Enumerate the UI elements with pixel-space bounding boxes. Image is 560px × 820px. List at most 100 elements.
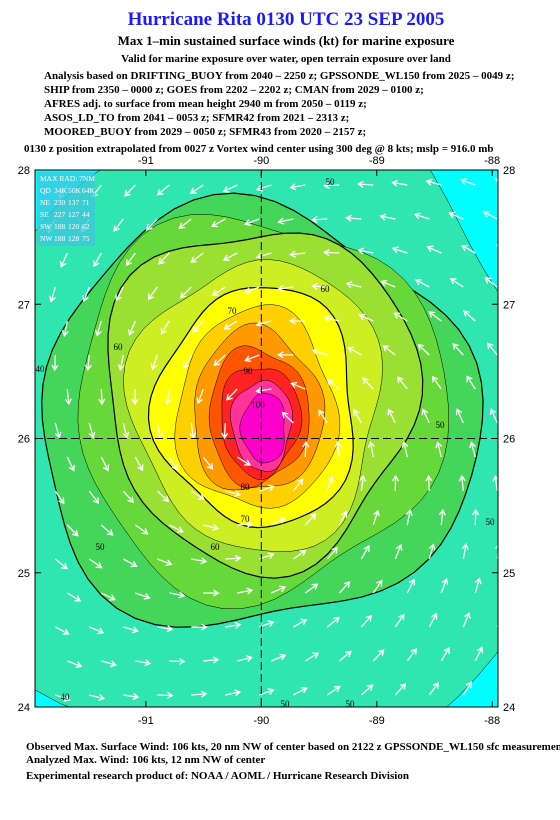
wind-arrow: [101, 660, 117, 668]
contour-label: 90: [244, 366, 254, 376]
wind-arrow: [338, 581, 351, 594]
wind-arrow: [353, 408, 362, 424]
contour-label: 50: [346, 699, 356, 709]
wind-arrow: [255, 387, 272, 395]
wind-arrow: [428, 681, 440, 696]
wind-arrow: [98, 388, 106, 406]
analysis-line: MOORED_BUOY from 2029 – 0050 z; SFMR43 f…: [44, 126, 366, 138]
wind-arrow: [54, 422, 62, 439]
wind-arrow: [326, 546, 339, 560]
radii-cell: 188: [54, 234, 66, 243]
wind-arrow: [345, 214, 362, 222]
wind-arrow: [59, 252, 68, 268]
wind-arrow: [211, 286, 226, 296]
wind-arrow: [88, 422, 96, 439]
y-tick-label: 28: [18, 165, 30, 177]
contour-label: 100: [251, 400, 265, 410]
x-tick-label: -89: [369, 715, 385, 727]
wind-arrow: [55, 694, 71, 702]
wind-arrow: [394, 682, 407, 696]
wind-arrow: [211, 218, 226, 228]
wind-arrow: [237, 587, 254, 595]
wind-arrow: [362, 377, 374, 390]
wind-arrow: [145, 218, 158, 231]
wind-arrow: [474, 646, 484, 662]
wind-arrow: [360, 684, 374, 696]
wind-arrow: [189, 184, 204, 194]
contour-label: 40: [61, 692, 71, 702]
wind-arrow: [391, 179, 408, 187]
wind-arrow: [428, 543, 436, 560]
wind-arrow: [463, 310, 476, 322]
wind-arrow: [203, 589, 220, 597]
wind-arrow: [259, 688, 275, 696]
wind-arrow: [192, 320, 204, 333]
radii-cell: 120: [68, 222, 80, 231]
wind-arrow: [191, 690, 208, 698]
wind-arrow: [292, 687, 308, 696]
wind-arrow: [323, 248, 340, 257]
radii-cell: NE: [40, 198, 50, 207]
y-tick-label: 25: [503, 568, 515, 580]
wind-arrow: [311, 282, 328, 290]
wind-arrow: [425, 178, 442, 186]
wind-arrow: [93, 252, 102, 268]
contour-label: 50: [326, 177, 336, 187]
analysis-line: AFRES adj. to surface from mean height 2…: [44, 98, 367, 110]
wind-arrow: [292, 618, 308, 628]
wind-arrow: [122, 558, 138, 568]
wind-arrow: [290, 381, 306, 390]
wind-arrow: [497, 309, 498, 311]
valid-note: Valid for marine exposure over water, op…: [121, 53, 451, 65]
radii-cell: 62: [82, 222, 90, 231]
wind-arrow: [88, 490, 100, 504]
wind-arrow: [84, 354, 92, 372]
wind-arrow: [51, 354, 59, 372]
wind-arrow: [127, 320, 136, 336]
wind-arrow: [311, 216, 328, 224]
wind-arrow: [440, 577, 449, 594]
credit: Experimental research product of: NOAA /…: [26, 770, 409, 782]
wind-arrow: [223, 320, 238, 330]
wind-arrow: [292, 478, 304, 492]
wind-arrow: [345, 281, 362, 289]
wind-arrow: [372, 579, 383, 594]
wind-arrow: [326, 475, 334, 492]
analysis-line: SHIP from 2350 – 0000 z; GOES from 2202 …: [44, 84, 424, 96]
wind-arrow: [61, 320, 69, 337]
wind-arrow: [160, 320, 170, 335]
wind-arrow: [506, 510, 512, 525]
wind-arrow: [394, 543, 403, 560]
wind-arrow: [428, 612, 438, 628]
wind-arrow: [48, 286, 56, 303]
y-tick-label: 28: [503, 165, 515, 177]
radii-cell: 71: [82, 198, 90, 207]
wind-arrow: [94, 320, 102, 337]
wind-arrow: [157, 625, 174, 633]
wind-arrow: [255, 320, 272, 328]
radii-cell: 44: [82, 210, 90, 219]
wind-arrow: [482, 211, 498, 220]
wind-arrow: [190, 490, 205, 500]
wind-arrow: [338, 650, 352, 662]
radii-cell: 188: [54, 222, 66, 231]
wind-arrow: [277, 284, 294, 292]
wind-arrow: [237, 520, 254, 528]
wind-arrow: [391, 474, 400, 492]
wind-arrow: [372, 649, 385, 662]
wind-arrow: [88, 558, 103, 569]
wind-arrow: [326, 685, 341, 696]
wind-arrow: [122, 422, 130, 439]
radii-cell: 127: [68, 210, 80, 219]
wind-arrow: [495, 244, 498, 249]
wind-arrow: [289, 317, 306, 325]
wind-arrow: [449, 278, 464, 288]
wind-arrow: [382, 344, 396, 356]
wind-arrow: [406, 647, 418, 662]
wind-arrow: [100, 524, 114, 536]
wind-arrow: [155, 422, 163, 439]
wind-arrow: [484, 277, 498, 288]
wind-arrow: [289, 250, 306, 258]
